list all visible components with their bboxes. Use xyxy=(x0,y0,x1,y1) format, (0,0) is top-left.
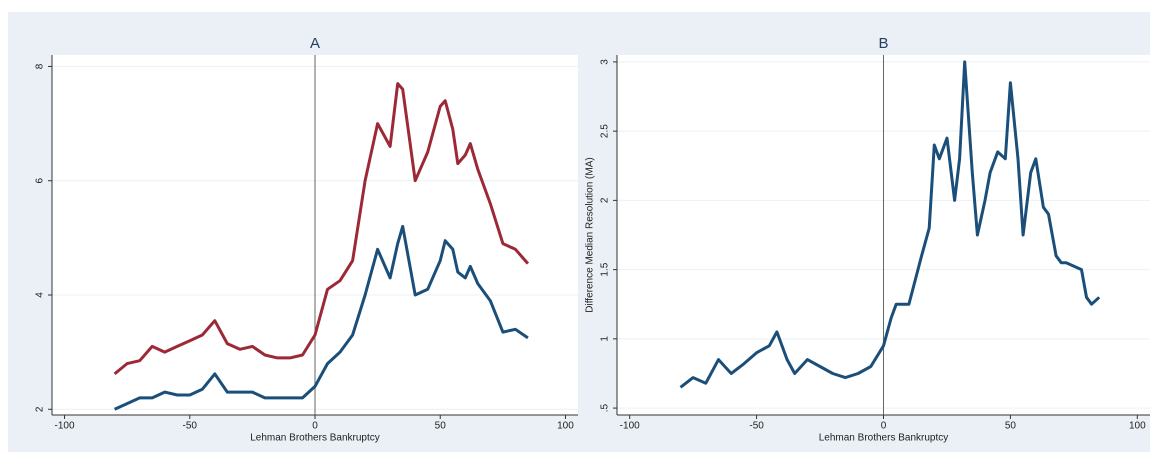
x-tick-label: 50 xyxy=(435,421,447,432)
data-line xyxy=(113,224,529,411)
chart-title: A xyxy=(310,35,320,52)
y-tick-label: 1.5 xyxy=(600,262,611,276)
data-line xyxy=(679,60,1101,389)
x-tick-label: 0 xyxy=(312,421,318,432)
chart-title: B xyxy=(878,35,888,52)
x-axis-label: Lehman Brothers Bankruptcy xyxy=(819,433,949,444)
y-tick-label: 2.5 xyxy=(600,124,611,138)
y-axis-label: Difference Median Resolution (MA) xyxy=(585,157,596,312)
x-tick-label: -100 xyxy=(620,421,640,432)
y-tick-label: .5 xyxy=(600,403,611,412)
y-tick-label: 8 xyxy=(35,63,46,69)
y-tick-label: 2 xyxy=(600,197,611,203)
y-tick-label: 4 xyxy=(35,292,46,298)
y-tick-label: 2 xyxy=(35,406,46,412)
x-tick-label: -50 xyxy=(749,421,764,432)
x-tick-label: 50 xyxy=(1005,421,1017,432)
x-axis-label: Lehman Brothers Bankruptcy xyxy=(250,433,380,444)
x-tick-label: 100 xyxy=(1129,421,1146,432)
y-tick-label: 6 xyxy=(35,177,46,183)
x-tick-label: -100 xyxy=(55,421,75,432)
x-tick-label: -50 xyxy=(183,421,198,432)
x-tick-label: 0 xyxy=(881,421,887,432)
y-tick-label: 3 xyxy=(600,59,611,65)
y-tick-label: 1 xyxy=(600,336,611,342)
data-line xyxy=(113,82,530,376)
x-tick-label: 100 xyxy=(557,421,574,432)
